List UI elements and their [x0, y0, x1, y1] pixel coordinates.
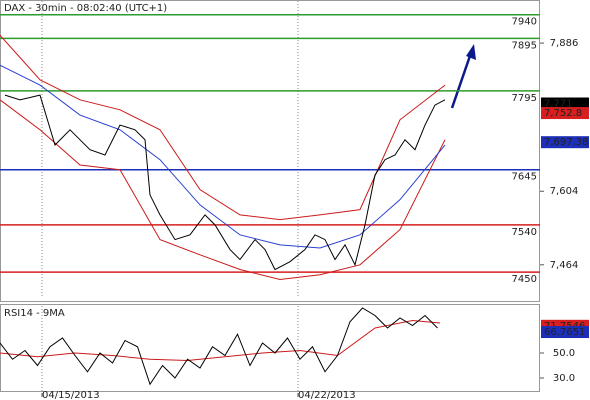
level-label: 7940: [512, 17, 537, 28]
level-label: 7540: [512, 227, 537, 238]
x-tick-label: 04/22/2013: [298, 390, 356, 400]
chart-title: DAX - 30min - 08:02:40 (UTC+1): [4, 3, 167, 14]
price-marker-label: 66.7651: [544, 327, 585, 338]
y-tick-label: 30.0: [553, 373, 575, 384]
rsi-panel: [0, 304, 540, 392]
series-line: [0, 319, 441, 362]
y-tick-label: 7,604: [550, 186, 579, 197]
x-tick-label: 04/15/2013: [42, 390, 100, 400]
price-panel: [0, 0, 540, 302]
trend-arrow: [450, 49, 474, 109]
series-line: [4, 94, 446, 271]
level-label: 7645: [512, 172, 537, 183]
price-marker-label: 7,752.8: [544, 108, 582, 119]
level-label: 7895: [512, 40, 537, 51]
price-marker: [541, 326, 589, 339]
arrow-head: [466, 44, 476, 60]
y-tick-label: 7,464: [550, 260, 579, 271]
series-line: [0, 34, 446, 221]
y-tick-label: 7,886: [550, 38, 579, 49]
price-marker: [541, 97, 589, 110]
series-line: [0, 307, 438, 386]
level-label: 7450: [512, 274, 537, 285]
y-tick-label: 50.0: [553, 348, 575, 359]
price-marker: [541, 107, 589, 120]
series-line: [0, 99, 446, 281]
panel-title: RSI14 - 9MA: [4, 308, 65, 319]
level-label: 7795: [512, 93, 537, 104]
series-line: [0, 64, 446, 249]
price-marker-label: 7,771: [544, 99, 573, 110]
price-marker: [541, 136, 589, 149]
price-marker-label: 7,697.38: [544, 137, 589, 148]
